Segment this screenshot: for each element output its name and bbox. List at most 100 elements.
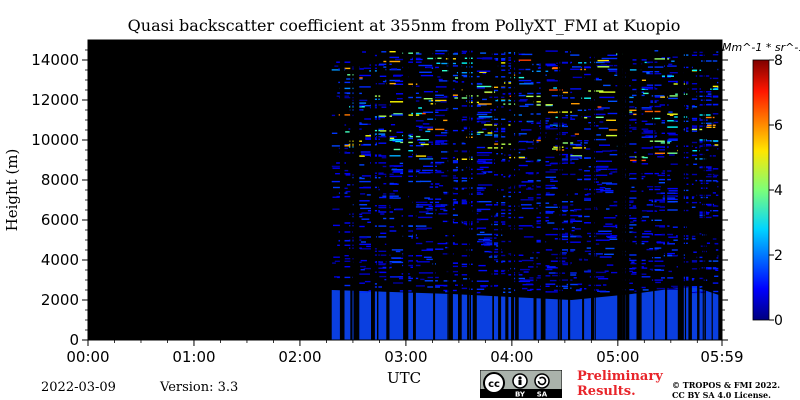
backscatter-streak bbox=[394, 80, 408, 82]
backscatter-streak bbox=[339, 96, 356, 99]
backscatter-streak bbox=[483, 237, 497, 239]
backscatter-streak bbox=[477, 184, 493, 186]
backscatter-streak bbox=[543, 126, 550, 128]
cc-icon bbox=[483, 372, 505, 394]
backscatter-streak bbox=[421, 126, 434, 129]
cc-by-sa-license-badge[interactable]: cc BY SA bbox=[479, 369, 563, 399]
backscatter-streak bbox=[451, 156, 456, 159]
backscatter-streak bbox=[660, 192, 676, 194]
backscatter-streak bbox=[561, 117, 573, 119]
backscatter-streak bbox=[659, 178, 671, 181]
backscatter-streak bbox=[659, 226, 666, 228]
no-signal-stripe bbox=[403, 40, 405, 340]
backscatter-streak bbox=[375, 142, 388, 144]
backscatter-streak bbox=[695, 179, 706, 182]
backscatter-streak bbox=[599, 91, 616, 93]
backscatter-streak bbox=[456, 158, 470, 160]
backscatter-streak bbox=[433, 94, 444, 96]
backscatter-streak bbox=[379, 75, 390, 77]
backscatter-streak bbox=[543, 283, 556, 285]
backscatter-streak bbox=[443, 209, 448, 212]
backscatter-streak bbox=[692, 69, 702, 71]
backscatter-streak bbox=[421, 249, 435, 251]
backscatter-streak bbox=[502, 158, 507, 161]
backscatter-streak bbox=[380, 254, 391, 256]
backscatter-streak bbox=[596, 165, 609, 168]
backscatter-streak bbox=[425, 207, 433, 210]
colorbar-tick-label: 2 bbox=[774, 248, 783, 264]
no-signal-stripe bbox=[498, 40, 502, 340]
backscatter-streak bbox=[688, 117, 701, 120]
backscatter-streak bbox=[331, 114, 336, 117]
backscatter-streak bbox=[422, 112, 426, 115]
backscatter-streak bbox=[646, 248, 657, 251]
backscatter-streak bbox=[390, 124, 396, 126]
backscatter-streak bbox=[414, 285, 425, 287]
backscatter-streak bbox=[583, 270, 595, 273]
backscatter-streak bbox=[599, 121, 604, 123]
backscatter-streak bbox=[511, 100, 527, 102]
backscatter-streak bbox=[548, 111, 559, 114]
backscatter-streak bbox=[583, 73, 591, 76]
backscatter-streak bbox=[377, 267, 391, 269]
backscatter-streak bbox=[658, 149, 667, 151]
backscatter-streak bbox=[354, 200, 370, 202]
backscatter-streak bbox=[627, 197, 637, 199]
backscatter-streak bbox=[559, 173, 576, 176]
backscatter-streak bbox=[660, 96, 668, 98]
backscatter-streak bbox=[549, 169, 563, 171]
backscatter-streak bbox=[659, 104, 669, 106]
backscatter-streak bbox=[547, 222, 555, 224]
backscatter-streak bbox=[559, 233, 571, 235]
backscatter-streak bbox=[599, 144, 610, 146]
backscatter-streak bbox=[646, 204, 655, 206]
backscatter-streak bbox=[441, 151, 451, 153]
backscatter-streak bbox=[340, 67, 351, 70]
backscatter-streak bbox=[640, 147, 653, 149]
backscatter-streak bbox=[516, 164, 528, 167]
backscatter-streak bbox=[526, 120, 535, 123]
backscatter-streak bbox=[658, 182, 667, 184]
backscatter-streak bbox=[632, 88, 638, 91]
backscatter-streak bbox=[668, 190, 682, 192]
backscatter-streak bbox=[391, 114, 406, 116]
no-signal-stripe bbox=[448, 40, 453, 340]
backscatter-streak bbox=[476, 146, 486, 149]
backscatter-streak bbox=[422, 123, 430, 125]
backscatter-streak bbox=[428, 141, 445, 143]
backscatter-streak bbox=[418, 216, 433, 219]
backscatter-streak bbox=[437, 242, 453, 245]
backscatter-streak bbox=[447, 160, 461, 162]
backscatter-streak bbox=[437, 57, 442, 59]
backscatter-streak bbox=[655, 225, 668, 227]
backscatter-streak bbox=[569, 143, 582, 146]
backscatter-streak bbox=[553, 204, 557, 206]
no-signal-stripe bbox=[594, 40, 596, 340]
backscatter-streak bbox=[629, 69, 642, 71]
backscatter-streak bbox=[391, 257, 401, 259]
backscatter-streak bbox=[391, 169, 405, 171]
backscatter-streak bbox=[418, 64, 433, 67]
backscatter-streak bbox=[482, 57, 493, 59]
no-signal-stripe bbox=[617, 40, 620, 340]
backscatter-streak bbox=[596, 174, 608, 176]
backscatter-streak bbox=[360, 241, 366, 243]
backscatter-streak bbox=[690, 128, 703, 131]
backscatter-streak bbox=[649, 140, 665, 142]
no-signal-stripe bbox=[458, 40, 462, 340]
backscatter-streak bbox=[521, 204, 532, 206]
backscatter-streak bbox=[542, 63, 556, 66]
y-axis-label: Height (m) bbox=[3, 148, 21, 232]
backscatter-streak bbox=[514, 280, 531, 283]
backscatter-streak bbox=[562, 91, 570, 94]
backscatter-streak bbox=[496, 212, 513, 215]
backscatter-streak bbox=[646, 72, 650, 74]
no-signal-stripe bbox=[679, 40, 684, 340]
backscatter-streak bbox=[453, 202, 460, 204]
backscatter-streak bbox=[584, 271, 592, 273]
backscatter-streak bbox=[422, 169, 438, 172]
backscatter-streak bbox=[599, 96, 615, 99]
backscatter-streak bbox=[352, 204, 368, 206]
backscatter-streak bbox=[701, 267, 717, 269]
backscatter-streak bbox=[643, 92, 649, 95]
